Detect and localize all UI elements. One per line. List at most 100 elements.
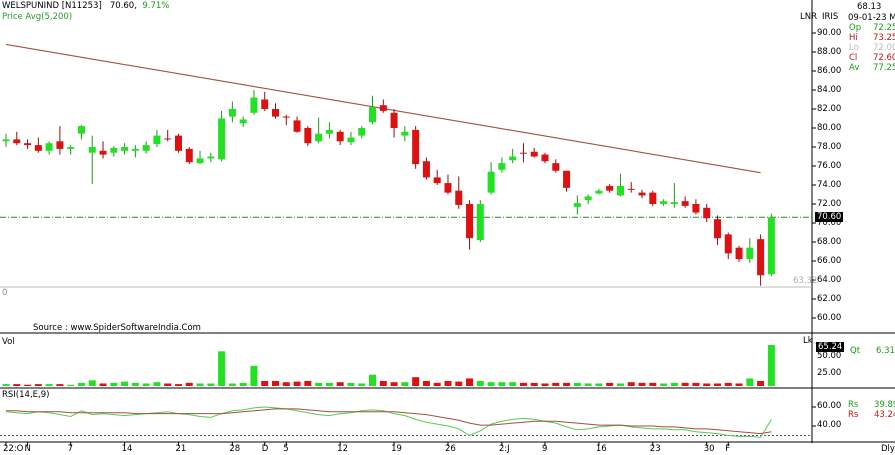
volume-last-tag: 65.24 (816, 342, 845, 352)
candle-body (282, 116, 290, 118)
candle-body (379, 105, 387, 111)
volume-bar (660, 383, 668, 386)
candle-body (347, 137, 355, 143)
candle-body (45, 143, 53, 151)
price-tick-label: 78.00 (817, 142, 842, 152)
candle-body (67, 147, 75, 149)
volume-bar (735, 383, 743, 386)
candle-body (433, 177, 441, 184)
x-tick-label: 19 (391, 444, 402, 454)
candle-body (34, 145, 42, 151)
volume-qt-value: 6.31 (876, 346, 895, 356)
price-tick-label: 88.00 (817, 47, 842, 57)
volume-bar (13, 384, 21, 386)
volume-bar (455, 381, 463, 386)
volume-bar (595, 383, 603, 386)
candle-body (767, 217, 775, 275)
candle-body (616, 185, 624, 196)
ohlc-hi-key: Hi (849, 33, 858, 43)
volume-bar (293, 381, 301, 386)
price-tick-label: 66.00 (817, 256, 842, 266)
candle-body (153, 135, 161, 145)
last-price: 70.60, (109, 1, 137, 11)
period-label[interactable]: Dly (881, 444, 895, 454)
bar-date: 09-01-23 Mo (848, 13, 895, 23)
candle-body (185, 148, 193, 163)
volume-bar (616, 383, 624, 386)
volume-bar (207, 383, 215, 386)
volume-bar (638, 382, 646, 386)
volume-bar (121, 381, 129, 386)
zero-label: 0 (2, 288, 8, 298)
x-tick-label: 28 (229, 444, 241, 454)
candle-body (444, 183, 452, 193)
price-tick-label: 72.00 (817, 199, 842, 209)
ohlc-op-key: Op (849, 23, 862, 33)
volume-bar (325, 382, 333, 386)
volume-bar (724, 382, 732, 386)
candle-body (88, 147, 96, 153)
volume-bar (174, 384, 182, 386)
volume-bar (336, 382, 344, 386)
change-percent: 9.71% (142, 1, 170, 11)
volume-bar (530, 382, 538, 386)
volume-bar (552, 382, 560, 386)
candle-body (2, 139, 10, 142)
volume-bar (767, 345, 775, 386)
price-tick-label: 76.00 (817, 161, 842, 171)
volume-bar (45, 384, 53, 386)
x-tick-label: D (261, 444, 269, 454)
candle-body (660, 201, 668, 204)
ohlc-lo-value: 72.00 (873, 43, 895, 53)
volume-bar (239, 382, 247, 386)
price-tick-label: 70.00 (817, 218, 842, 228)
volume-bar (153, 382, 161, 386)
candle-body (552, 163, 560, 171)
rsi-rs2-key: Rs (848, 410, 859, 420)
volume-bar (681, 382, 689, 386)
rsi-rs1-value: 39.89 (874, 400, 895, 410)
candle-body (584, 196, 592, 201)
volume-bar (703, 383, 711, 386)
volume-bar (164, 383, 172, 386)
rsi-title: RSI(14,E,9) (2, 390, 50, 400)
volume-qt-key: Qt (850, 346, 861, 356)
volume-bar (412, 377, 420, 386)
price-tick-label: 68.00 (817, 237, 842, 247)
candle-body (24, 143, 32, 146)
ohlc-op-value: 72.25 (873, 23, 895, 33)
volume-bar (757, 380, 765, 386)
candle-body (336, 131, 344, 142)
volume-bar (563, 382, 571, 386)
scale-mode-button[interactable]: LNR (800, 12, 817, 22)
candle-body (207, 156, 215, 159)
volume-bar (304, 380, 312, 386)
candle-body (228, 109, 236, 117)
candle-body (174, 135, 182, 151)
volume-bar (713, 383, 721, 386)
volume-bar (422, 380, 430, 386)
candle-body (498, 163, 506, 170)
candle-body (692, 204, 700, 213)
volume-bar (185, 382, 193, 386)
price-tick-label: 90.00 (817, 28, 842, 38)
volume-bar (99, 383, 107, 386)
volume-bar (433, 382, 441, 386)
scale-style-button[interactable]: IRIS (822, 12, 839, 22)
volume-bar (573, 382, 581, 386)
ohlc-lo-key: Lo (849, 43, 859, 53)
volume-bar (2, 384, 10, 386)
volume-bar (519, 382, 527, 386)
candle-body (196, 158, 204, 164)
x-tick-label: 9 (542, 444, 548, 454)
volume-bar (390, 382, 398, 386)
candle-body (627, 188, 635, 190)
x-tick-label: 21 (175, 444, 187, 454)
candle-body (358, 128, 366, 136)
volume-bar (649, 382, 657, 386)
x-tick-label: 7 (67, 444, 74, 454)
candle-body (261, 99, 269, 109)
x-tick-label: 23 (649, 444, 661, 454)
volume-bar (369, 374, 377, 386)
